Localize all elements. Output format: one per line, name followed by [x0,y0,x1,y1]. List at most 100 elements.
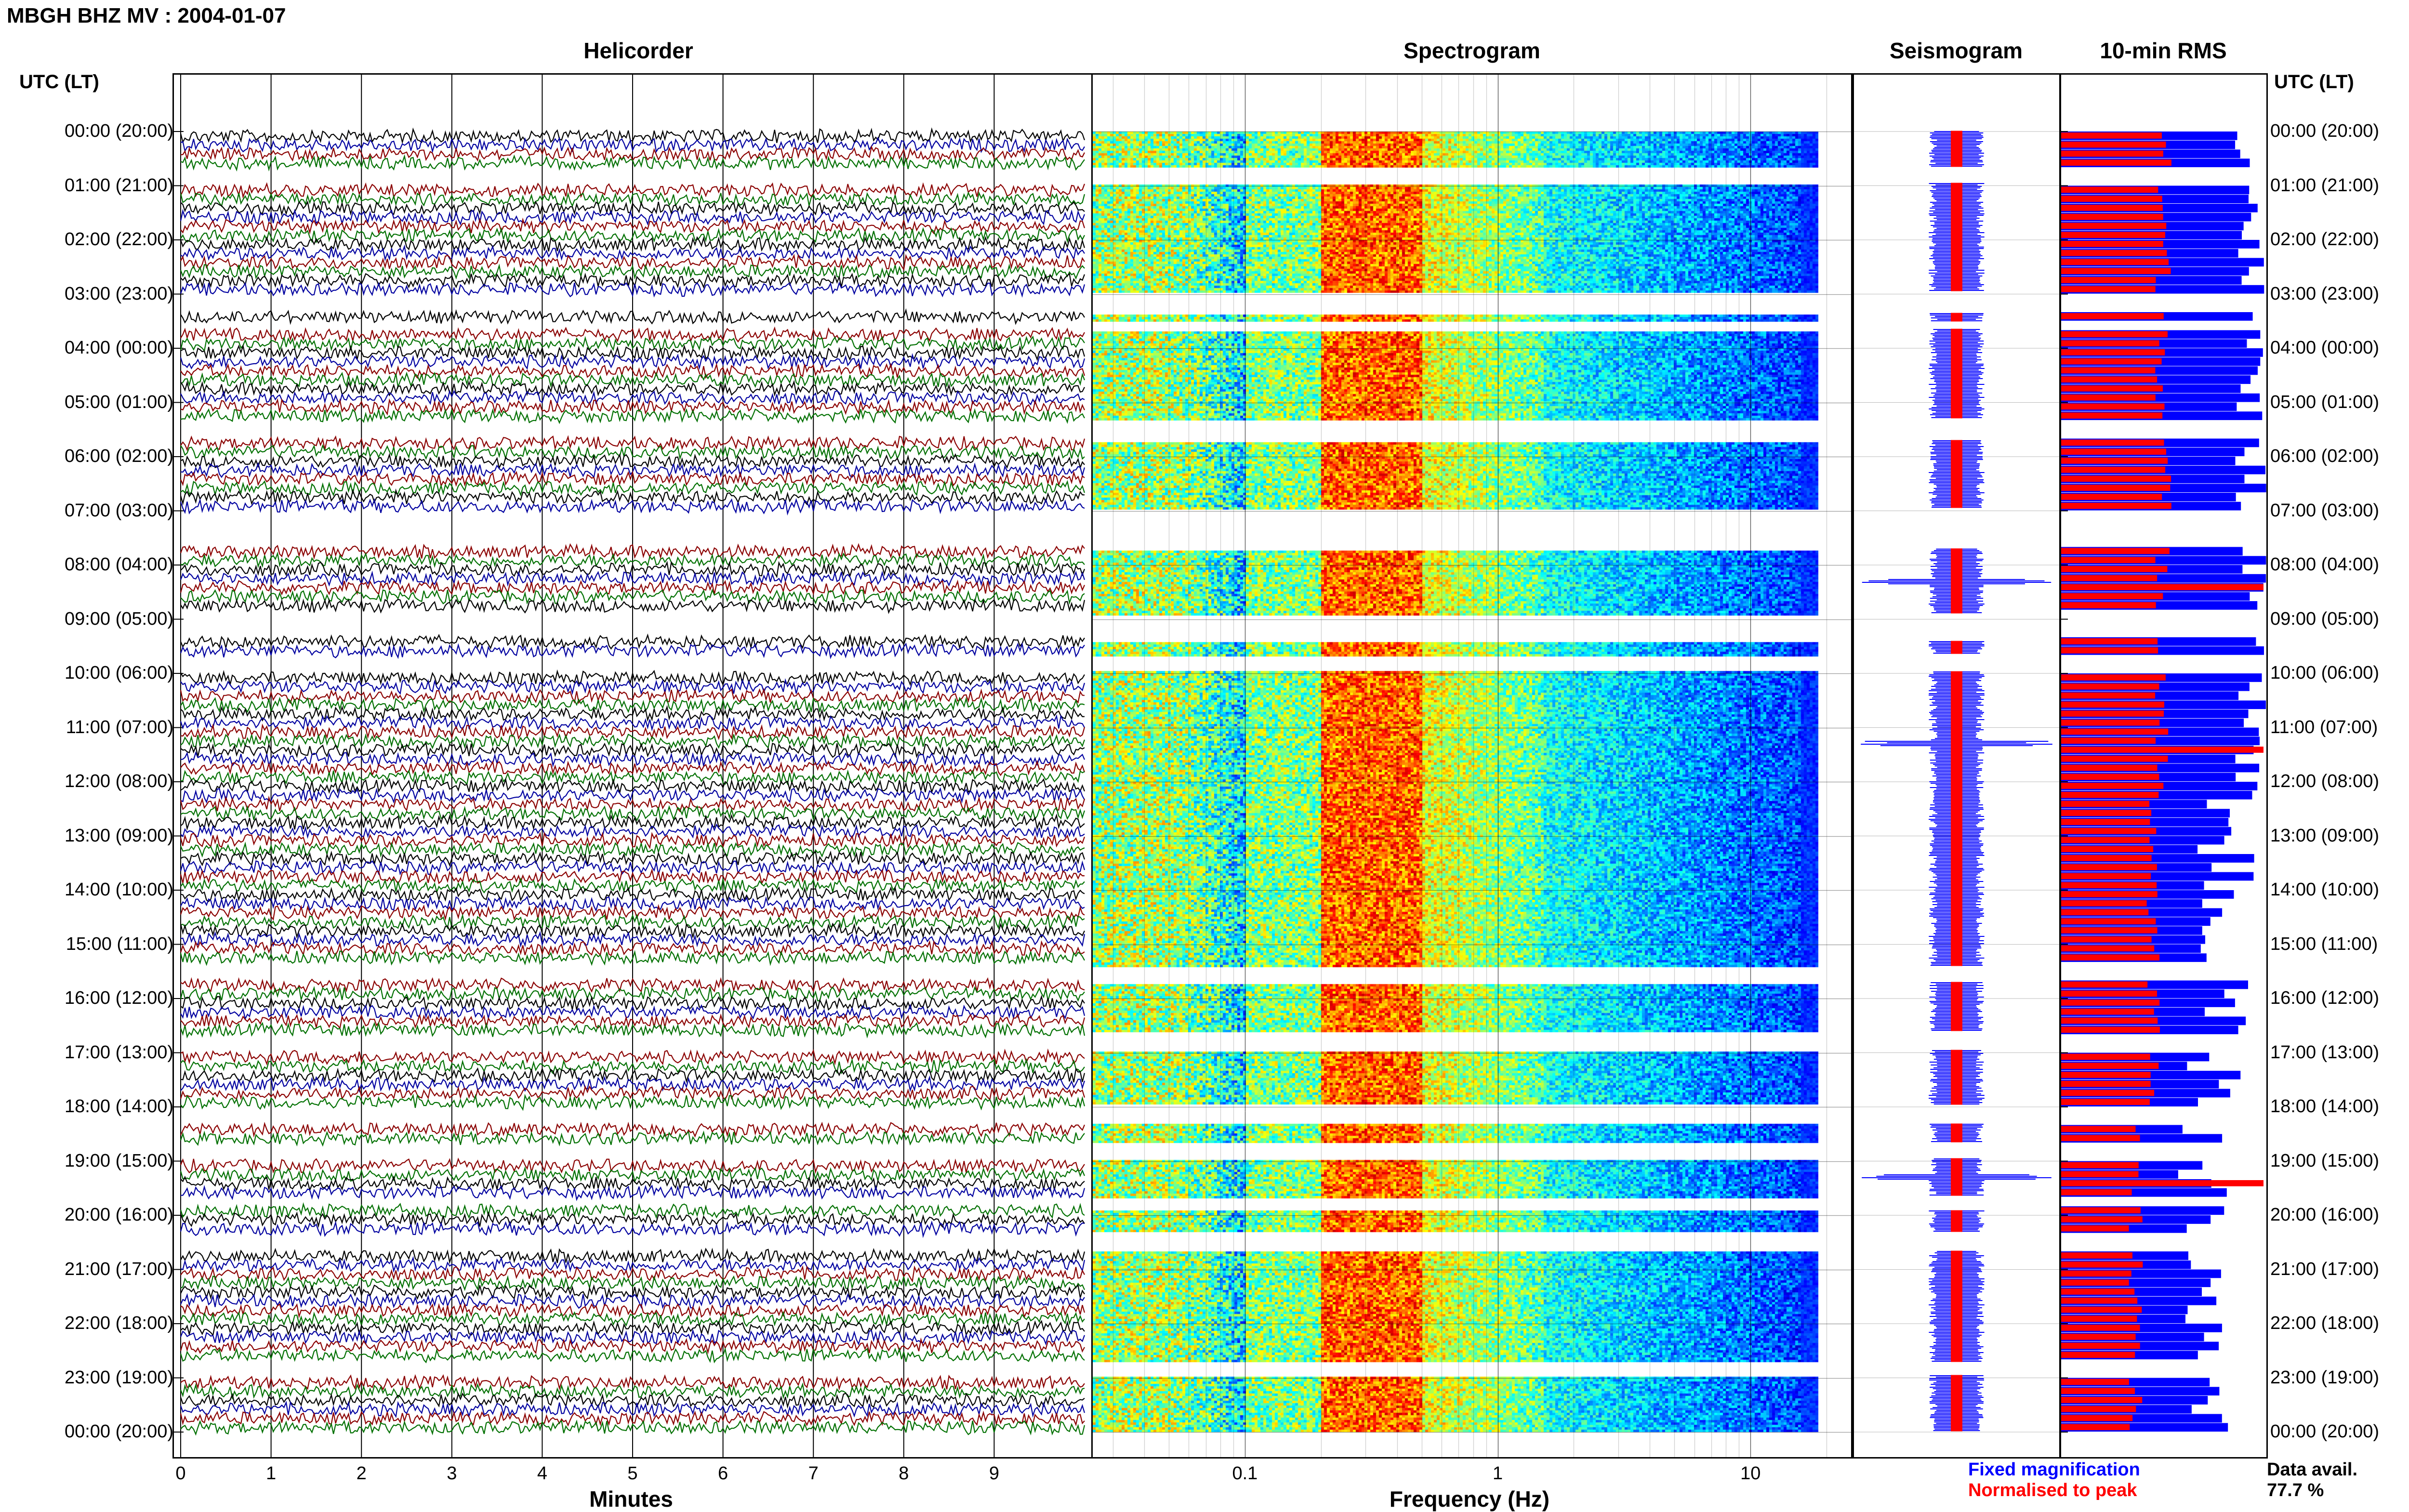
helicorder-trace-red [180,1157,1085,1174]
helicorder-trace-green [180,1311,1085,1328]
rms-bar-normalised [2061,1225,2129,1232]
seismogram-normalised-trace [1951,131,1962,1432]
hour-label-right: 06:00 (02:00) [2270,446,2380,466]
hour-label-left: 08:00 (04:00) [64,554,173,575]
rms-bar-normalised [2061,141,2166,148]
helicorder-trace-red [180,1085,1085,1101]
rms-bar-normalised [2061,1180,2263,1186]
rms-bar-normalised [2061,954,2160,961]
rms-bar-normalised [2061,719,2160,726]
helicorder-trace-green [180,480,1085,497]
rms-bar-normalised [2061,936,2152,943]
helicorder-trace-red [180,1048,1085,1066]
frequency-tick-label: 10 [1740,1463,1761,1484]
rms-bar-normalised [2061,1379,2129,1385]
spectrogram-image [1093,75,1851,1457]
helicorder-trace-blue [180,859,1085,876]
minutes-tick-label: 0 [175,1463,186,1484]
hour-label-right: 22:00 (18:00) [2270,1313,2380,1333]
hour-label-right: 10:00 (06:00) [2270,663,2380,683]
helicorder-trace-green [180,1166,1085,1183]
rms-bar-normalised [2061,1090,2155,1096]
rms-bar-normalised [2061,593,2163,600]
rms-bar-normalised [2061,566,2168,572]
rms-bar-normalised [2061,132,2162,139]
hour-label-left: 13:00 (09:00) [64,825,173,846]
helicorder-trace-blue [180,498,1085,516]
rms-bar-normalised [2061,394,2156,401]
helicorder-trace-red [180,1013,1085,1030]
hour-label-right: 16:00 (12:00) [2270,988,2380,1008]
helicorder-trace-black [180,850,1085,867]
rms-bar-normalised [2061,1333,2136,1340]
data-avail-label: Data avail. [2267,1459,2357,1480]
hour-label-right: 05:00 (01:00) [2270,392,2380,412]
rms-bar-normalised [2061,1342,2140,1349]
rms-bar-normalised [2061,1352,2135,1358]
helicorder-trace-green [180,1419,1085,1436]
helicorder-trace-black [180,705,1085,722]
rms-bar-normalised [2061,747,2263,753]
hour-label-left: 00:00 (20:00) [64,1421,173,1442]
rms-bar-normalised [2061,891,2158,897]
legend-normalised-to-peak: Normalised to peak [1968,1480,2137,1500]
rms-bar-normalised [2061,1297,2138,1304]
rms-bar-normalised [2061,1080,2151,1087]
legend-fixed-magnification: Fixed magnification [1968,1459,2140,1480]
helicorder-trace-green [180,444,1085,460]
rms-title: 10-min RMS [2100,38,2227,63]
helicorder-trace-green [180,1130,1085,1147]
rms-bar-normalised [2061,223,2167,229]
rms-bar-normalised [2061,150,2163,157]
rms-bar-normalised [2061,1388,2135,1394]
hour-label-left: 05:00 (01:00) [64,392,173,412]
helicorder-trace-black [180,200,1085,217]
helicorder-trace-black [180,669,1085,686]
rms-bar-normalised [2061,1270,2131,1277]
helicorder-trace-green [180,551,1085,568]
helicorder-trace-red [180,326,1085,343]
helicorder-trace-blue [180,823,1085,839]
helicorder-trace-blue [180,751,1085,768]
rms-bar-normalised [2061,647,2158,654]
spectrogram-panel [1091,73,1853,1459]
helicorder-trace-black [180,813,1085,831]
helicorder-trace-black [180,1392,1085,1409]
rms-bar-normalised [2061,1261,2143,1268]
rms-bar-normalised [2061,196,2162,202]
rms-bar-normalised [2061,385,2163,392]
helicorder-trace-red [180,470,1085,488]
minutes-tick-label: 8 [899,1463,909,1484]
rms-bar-normalised [2061,331,2168,338]
rms-bar-normalised [2061,448,2166,455]
hour-label-left: 16:00 (12:00) [64,988,173,1008]
hour-label-left: 12:00 (08:00) [64,771,173,791]
rms-bar-normalised [2061,828,2157,834]
helicorder-trace-black [180,633,1085,650]
helicorder-trace-blue [180,1183,1085,1201]
helicorder-trace-green [180,913,1085,931]
hour-label-left: 14:00 (10:00) [64,880,173,900]
rms-bar-normalised [2061,728,2169,735]
hour-label-right: 03:00 (23:00) [2270,283,2380,304]
helicorder-trace-green [180,227,1085,245]
spectrogram-title: Spectrogram [1403,38,1540,63]
rms-bar-normalised [2061,846,2154,853]
hour-label-right: 00:00 (20:00) [2270,121,2380,141]
rms-bar-normalised [2061,1424,2130,1431]
rms-bar-normalised [2061,638,2158,644]
station-title: MBGH BHZ MV : 2004-01-07 [7,4,286,27]
rms-bar-normalised [2061,1397,2143,1403]
helicorder-trace-green [180,1058,1085,1075]
rms-bar-normalised [2061,990,2157,997]
helicorder-trace-black [180,1211,1085,1228]
rms-bar-normalised [2061,1017,2158,1024]
rms-bar-normalised [2061,1099,2150,1105]
helicorder-title: Helicorder [583,38,693,63]
rms-bar-normalised [2061,791,2159,798]
frequency-tick-label: 1 [1492,1463,1503,1484]
rms-bar-normalised [2061,1072,2151,1078]
hour-label-left: 01:00 (21:00) [64,175,173,196]
helicorder-trace-green [180,263,1085,280]
hour-label-left: 11:00 (07:00) [66,717,173,737]
